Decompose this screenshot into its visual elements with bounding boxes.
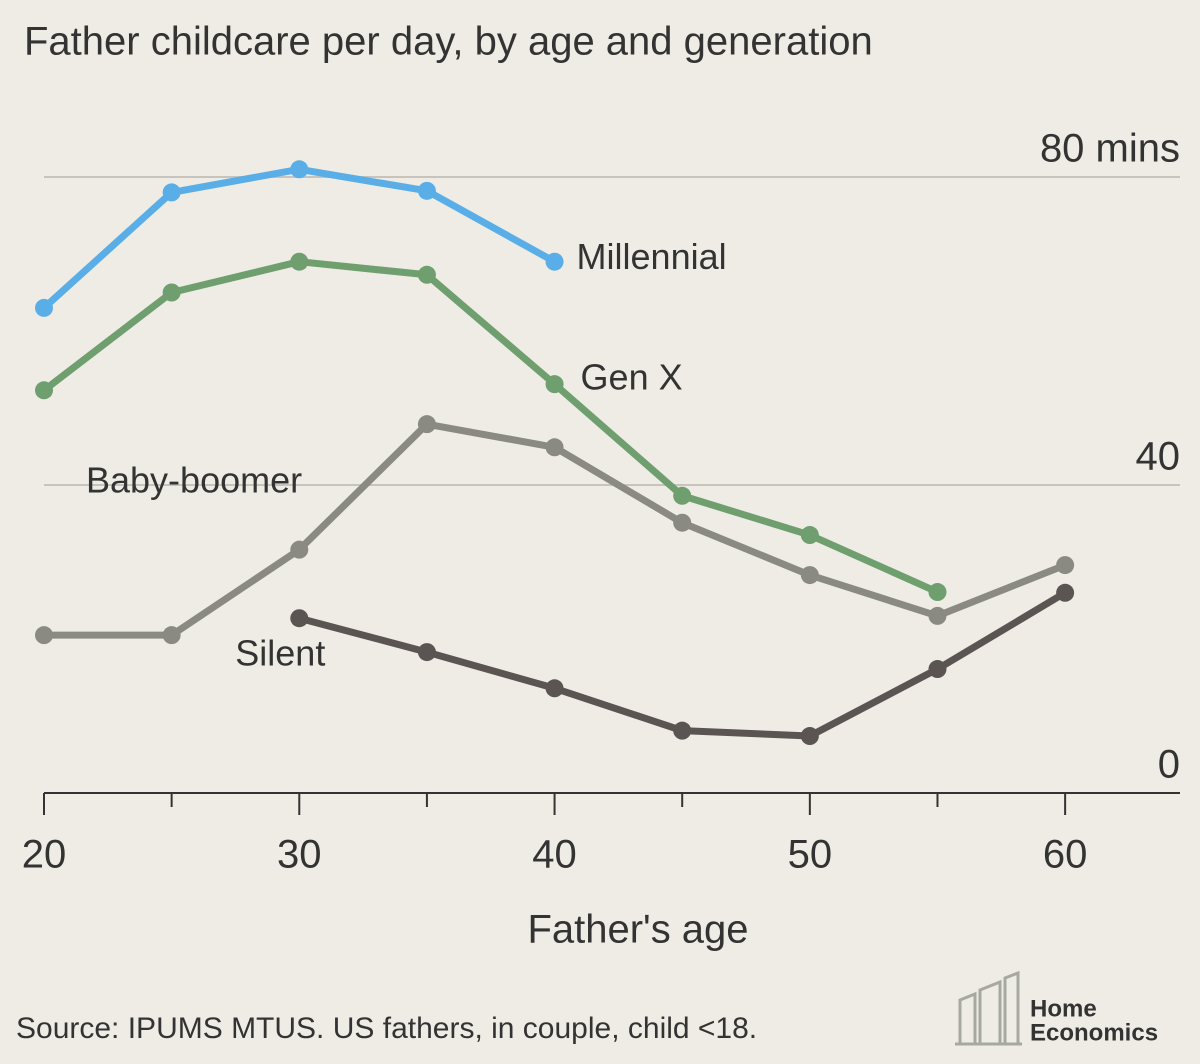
y-tick-label: 40: [1136, 435, 1181, 479]
data-point: [35, 626, 53, 645]
data-point: [290, 540, 309, 559]
data-point: [928, 660, 947, 679]
chart-title: Father childcare per day, by age and gen…: [24, 20, 873, 64]
data-point: [545, 438, 564, 457]
y-tick-label: 80 mins: [1040, 127, 1180, 171]
data-point: [800, 727, 819, 746]
series-label: Millennial: [577, 236, 727, 277]
data-point: [673, 486, 692, 505]
series-label: Silent: [235, 633, 325, 674]
data-point: [673, 721, 692, 740]
data-point: [417, 415, 436, 434]
data-point: [35, 298, 53, 317]
data-point: [417, 181, 436, 200]
data-point: [928, 583, 947, 602]
x-tick-label: 30: [277, 833, 322, 877]
data-point: [417, 265, 436, 284]
series-label: Baby-boomer: [86, 460, 302, 501]
data-point: [290, 252, 309, 271]
x-tick-label: 20: [22, 833, 67, 877]
data-point: [928, 606, 947, 625]
data-point: [162, 283, 181, 302]
x-tick-label: 50: [788, 833, 833, 877]
data-point: [545, 679, 564, 698]
y-tick-label: 0: [1158, 743, 1180, 787]
data-point: [673, 513, 692, 532]
series-label: Gen X: [581, 357, 683, 398]
data-point: [800, 526, 819, 545]
brand-text: Economics: [1030, 1019, 1158, 1046]
data-point: [800, 566, 819, 585]
brand-text: Home: [1030, 995, 1097, 1022]
source-note: Source: IPUMS MTUS. US fathers, in coupl…: [16, 1012, 757, 1045]
x-tick-label: 60: [1043, 833, 1088, 877]
data-point: [162, 183, 181, 202]
data-point: [545, 252, 564, 271]
data-point: [290, 609, 309, 628]
data-point: [162, 626, 181, 645]
data-point: [545, 375, 564, 394]
data-point: [1056, 556, 1075, 575]
data-point: [417, 643, 436, 662]
series-line: [41, 258, 939, 596]
x-axis-label: Father's age: [527, 908, 748, 952]
data-point: [1056, 583, 1075, 602]
brand-logo: [955, 970, 1022, 1046]
data-point: [290, 160, 309, 179]
data-point: [35, 381, 53, 400]
x-tick-label: 40: [532, 833, 577, 877]
